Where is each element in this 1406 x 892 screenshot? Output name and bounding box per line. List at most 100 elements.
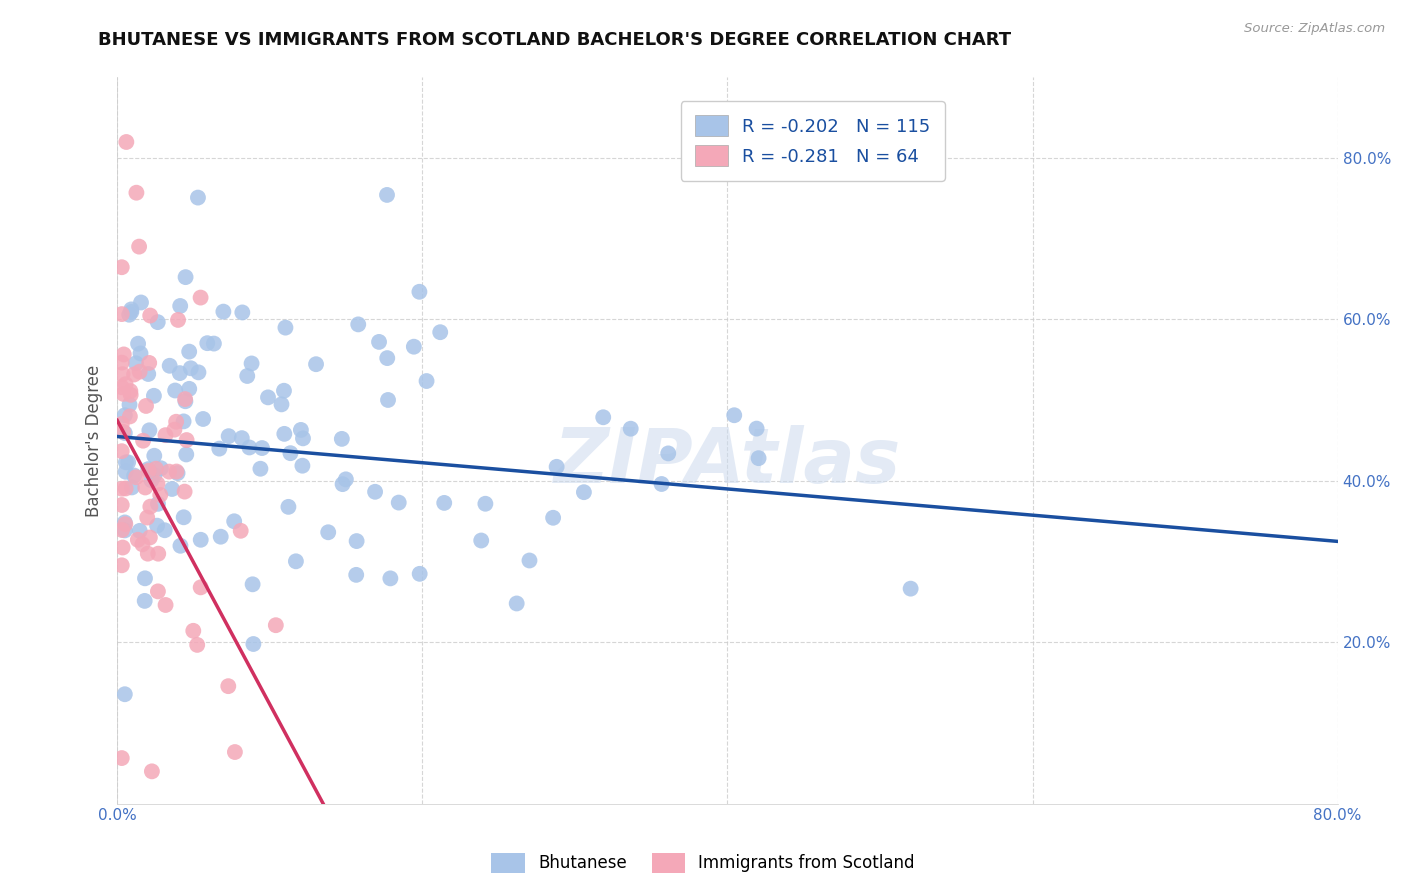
- Point: [118, 409, 141, 424]
- Point: [174, 392, 197, 406]
- Point: [347, 318, 370, 332]
- Point: [120, 388, 142, 402]
- Point: [111, 307, 134, 321]
- Point: [138, 464, 160, 478]
- Point: [274, 320, 297, 334]
- Point: [316, 525, 339, 540]
- Point: [174, 270, 197, 285]
- Point: [134, 571, 156, 585]
- Point: [212, 304, 235, 318]
- Point: [290, 423, 312, 437]
- Point: [146, 497, 169, 511]
- Point: [142, 389, 165, 403]
- Point: [505, 597, 527, 611]
- Point: [134, 481, 156, 495]
- Point: [166, 466, 188, 480]
- Point: [169, 366, 191, 380]
- Point: [592, 410, 614, 425]
- Point: [120, 302, 142, 317]
- Point: [131, 537, 153, 551]
- Point: [138, 356, 160, 370]
- Point: [402, 340, 425, 354]
- Point: [335, 472, 357, 486]
- Point: [129, 295, 152, 310]
- Point: [111, 417, 134, 431]
- Point: [155, 598, 177, 612]
- Point: [291, 458, 314, 473]
- Point: [224, 514, 246, 528]
- Point: [377, 392, 399, 407]
- Point: [114, 524, 136, 538]
- Point: [141, 764, 163, 779]
- Point: [270, 397, 292, 411]
- Point: [748, 451, 770, 466]
- Point: [118, 398, 141, 412]
- Point: [330, 432, 353, 446]
- Point: [112, 347, 135, 361]
- Point: [153, 523, 176, 537]
- Point: [236, 369, 259, 384]
- Text: Source: ZipAtlas.com: Source: ZipAtlas.com: [1244, 22, 1385, 36]
- Point: [121, 480, 143, 494]
- Point: [344, 567, 367, 582]
- Point: [146, 518, 169, 533]
- Point: [111, 541, 134, 555]
- Point: [474, 497, 496, 511]
- Point: [572, 485, 595, 500]
- Point: [181, 624, 204, 638]
- Point: [242, 577, 264, 591]
- Point: [114, 377, 136, 392]
- Point: [173, 484, 195, 499]
- Point: [143, 468, 166, 483]
- Point: [375, 351, 398, 365]
- Point: [115, 135, 138, 149]
- Point: [723, 409, 745, 423]
- Point: [129, 346, 152, 360]
- Point: [166, 465, 188, 479]
- Point: [541, 510, 564, 524]
- Point: [155, 428, 177, 442]
- Point: [159, 359, 181, 373]
- Point: [202, 336, 225, 351]
- Point: [125, 186, 148, 200]
- Point: [132, 434, 155, 448]
- Point: [112, 425, 135, 439]
- Point: [135, 399, 157, 413]
- Point: [115, 455, 138, 469]
- Point: [657, 446, 679, 460]
- Point: [368, 334, 391, 349]
- Point: [148, 547, 170, 561]
- Point: [218, 429, 240, 443]
- Point: [291, 431, 314, 445]
- Point: [174, 447, 197, 461]
- Point: [900, 582, 922, 596]
- Point: [176, 433, 198, 447]
- Point: [122, 468, 145, 483]
- Point: [120, 384, 142, 398]
- Point: [125, 356, 148, 370]
- Point: [470, 533, 492, 548]
- Point: [264, 618, 287, 632]
- Point: [179, 382, 201, 396]
- Point: [174, 394, 197, 409]
- Point: [620, 422, 643, 436]
- Point: [114, 482, 136, 496]
- Point: [173, 414, 195, 428]
- Point: [149, 488, 172, 502]
- Point: [346, 534, 368, 549]
- Point: [745, 421, 768, 435]
- Point: [190, 533, 212, 547]
- Point: [280, 446, 302, 460]
- Point: [157, 465, 180, 479]
- Point: [408, 566, 430, 581]
- Point: [111, 380, 134, 394]
- Point: [332, 477, 354, 491]
- Point: [128, 365, 150, 379]
- Point: [136, 462, 159, 476]
- Point: [111, 367, 134, 381]
- Point: [122, 368, 145, 382]
- Point: [111, 498, 134, 512]
- Point: [114, 687, 136, 701]
- Point: [127, 533, 149, 547]
- Point: [111, 260, 134, 275]
